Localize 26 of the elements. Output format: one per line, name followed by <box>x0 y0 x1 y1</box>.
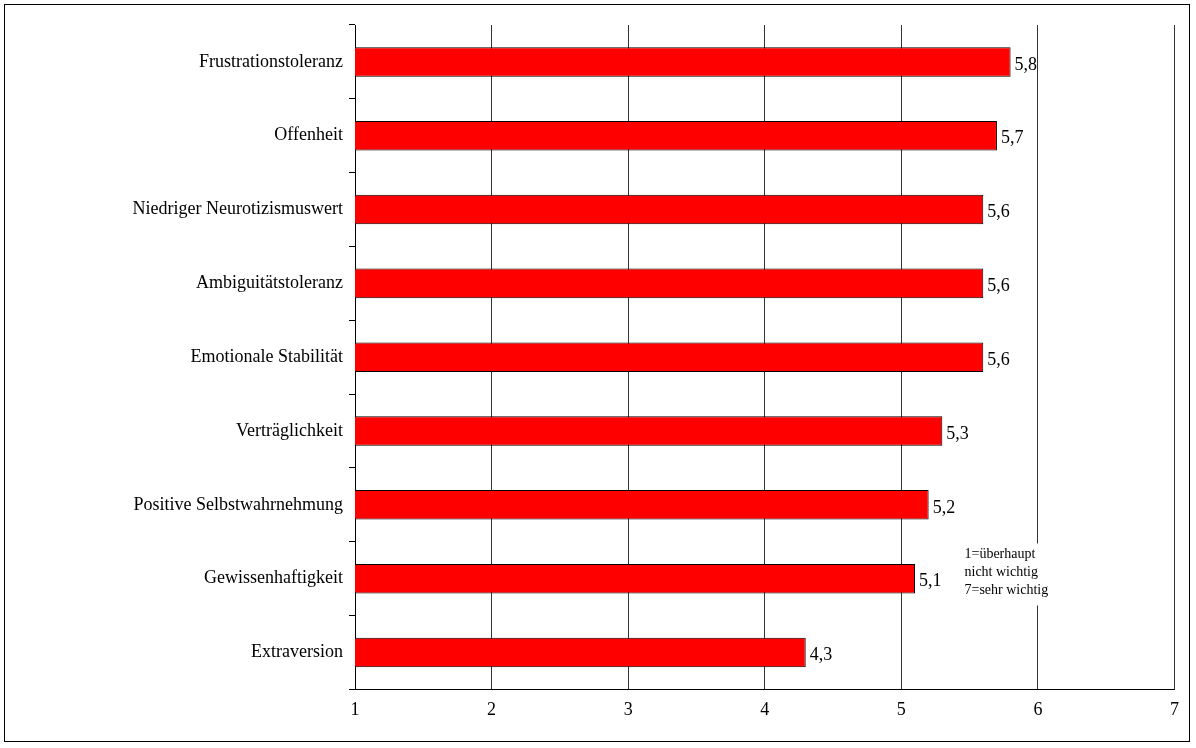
x-tick-label: 3 <box>623 698 633 719</box>
y-tick-label: Gewissenhaftigkeit <box>204 567 343 588</box>
data-label: 5,6 <box>987 348 1010 369</box>
data-label: 5,3 <box>946 422 969 443</box>
data-label: 5,1 <box>918 570 942 591</box>
y-tick-label: Frustrationstoleranz <box>199 50 344 71</box>
y-tick-label: Positive Selbstwahrnehmung <box>133 493 343 514</box>
x-tick-label: 6 <box>1033 698 1043 719</box>
x-tick-label: 1 <box>350 698 360 719</box>
y-tick-label: Verträglichkeit <box>236 419 343 440</box>
data-label: 5,7 <box>1000 127 1024 148</box>
y-tick-label: Emotionale Stabilität <box>190 345 343 366</box>
data-label: 5,2 <box>932 496 956 517</box>
x-tick-label: 5 <box>896 698 906 719</box>
y-tick-label: Niedriger Neurotizismuswert <box>132 198 343 219</box>
y-tick-label: Offenheit <box>274 124 343 145</box>
x-tick-label: 4 <box>760 698 770 719</box>
x-tick-label: 2 <box>487 698 497 719</box>
annotation: 1=überhaupt nicht wichtig 7=sehr wichtig <box>964 546 1049 598</box>
data-label: 5,8 <box>1014 53 1038 74</box>
y-tick-label: Ambiguitätstoleranz <box>196 272 343 293</box>
data-label: 5,6 <box>987 201 1010 222</box>
x-tick-label: 7 <box>1170 698 1179 719</box>
data-label: 4,3 <box>809 644 833 665</box>
data-label: 5,6 <box>987 275 1010 296</box>
y-tick-label: Extraversion <box>251 641 343 662</box>
